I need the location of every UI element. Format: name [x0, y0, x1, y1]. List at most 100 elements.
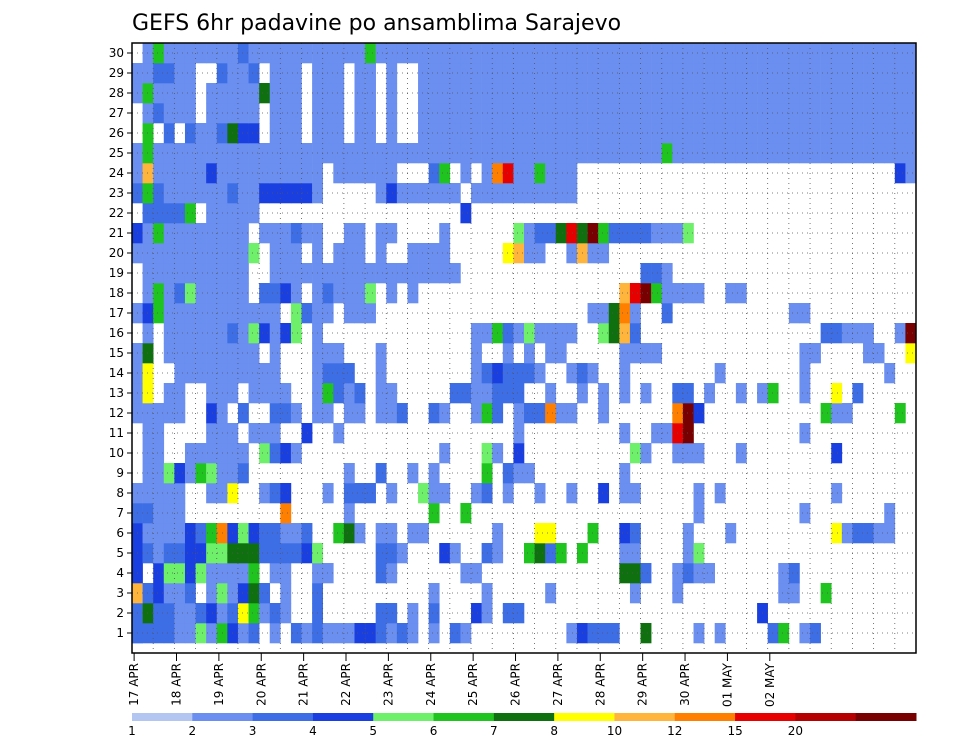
heatmap-cell-m16-t15: [280, 323, 292, 344]
heatmap-cell-m17-t17: [301, 303, 313, 324]
heatmap-cell-m29-t61: [767, 63, 779, 84]
heatmap-cell-m30-t72: [884, 43, 896, 64]
heatmap-cell-m20-t5: [174, 243, 186, 264]
heatmap-cell-m28-t29: [428, 83, 440, 104]
heatmap-cell-m18-t15: [280, 283, 292, 304]
heatmap-cell-m28-t56: [714, 83, 726, 104]
heatmap-cell-m17-t5: [174, 303, 186, 324]
heatmap-cell-m3-t11: [237, 583, 249, 604]
heatmap-cell-m13-t21: [343, 383, 355, 404]
heatmap-cell-m8-t4: [163, 483, 175, 504]
heatmap-cell-m2-t36: [502, 603, 514, 624]
heatmap-cell-m25-t2: [142, 143, 154, 164]
heatmap-cell-m27-t70: [863, 103, 874, 124]
heatmap-cell-m13-t4: [163, 383, 175, 404]
heatmap-cell-m19-t49: [640, 263, 652, 284]
heatmap-cell-m28-t72: [884, 83, 896, 104]
heatmap-cell-m24-t17: [301, 163, 313, 184]
heatmap-cell-m1-t17: [301, 623, 313, 644]
heatmap-cell-m25-t38: [524, 143, 535, 164]
heatmap-cell-m27-t20: [333, 103, 345, 124]
heatmap-cell-m13-t61: [767, 383, 779, 404]
y-axis-ticks: 1234567891011121314151617181920212223242…: [109, 46, 132, 640]
heatmap-cell-m27-t45: [598, 103, 610, 124]
heatmap-cell-m19-t16: [290, 263, 302, 284]
heatmap-cell-m5-t5: [174, 543, 186, 564]
colorbar-tick-label: 3: [249, 724, 257, 738]
heatmap-cell-m28-t66: [820, 83, 832, 104]
heatmap-cell-m28-t33: [471, 83, 482, 104]
heatmap-cell-m25-t50: [651, 143, 663, 164]
heatmap-cell-m20-t24: [375, 243, 387, 264]
heatmap-cell-m5-t14: [269, 543, 281, 564]
y-tick-label: 14: [109, 366, 124, 380]
heatmap-cell-m25-t19: [322, 143, 334, 164]
heatmap-cell-m20-t14: [269, 243, 281, 264]
heatmap-cell-m12-t29: [428, 403, 440, 424]
heatmap-cell-m25-t17: [301, 143, 313, 164]
heatmap-cell-m27-t31: [449, 103, 461, 124]
heatmap-cell-m18-t16: [290, 283, 302, 304]
y-tick-label: 24: [109, 166, 124, 180]
colorbar-tick-label: 4: [309, 724, 317, 738]
heatmap-cell-m16-t39: [534, 323, 546, 344]
heatmap-cell-m24-t32: [460, 163, 472, 184]
heatmap-cell-m30-t22: [354, 43, 366, 64]
heatmap-cell-m27-t25: [386, 103, 398, 124]
heatmap-cell-m29-t54: [693, 63, 705, 84]
heatmap-cell-m28-t74: [905, 83, 917, 104]
heatmap-cell-m17-t64: [799, 303, 811, 324]
heatmap-cell-m14-t5: [174, 363, 186, 384]
colorbar-swatch: [735, 713, 796, 721]
heatmap-cell-m8-t28: [418, 483, 429, 504]
heatmap-cell-m26-t66: [820, 123, 832, 144]
heatmap-cell-m6-t72: [884, 523, 896, 544]
heatmap-cell-m28-t63: [788, 83, 800, 104]
heatmap-cell-m21-t6: [184, 223, 196, 244]
heatmap-cell-m29-t45: [598, 63, 610, 84]
heatmap-cell-m13-t8: [206, 383, 218, 404]
heatmap-cell-m27-t66: [820, 103, 832, 124]
heatmap-cell-m28-t38: [524, 83, 535, 104]
y-tick-label: 19: [109, 266, 124, 280]
heatmap-cell-m24-t23: [365, 163, 376, 184]
heatmap-cell-m29-t20: [333, 63, 345, 84]
heatmap-cell-m12-t25: [386, 403, 398, 424]
heatmap-cell-m24-t3: [153, 163, 165, 184]
heatmap-cell-m16-t46: [608, 323, 620, 344]
x-tick-label: 29 APR: [636, 663, 650, 706]
heatmap-cell-m29-t73: [894, 63, 906, 84]
heatmap-cell-m21-t2: [142, 223, 154, 244]
heatmap-cell-m25-t7: [195, 143, 207, 164]
heatmap-cell-m24-t11: [237, 163, 249, 184]
heatmap-cell-m13-t14: [269, 383, 281, 404]
heatmap-cell-m12-t66: [820, 403, 832, 424]
heatmap-cell-m24-t22: [354, 163, 366, 184]
heatmap-cell-m4-t14: [269, 563, 281, 584]
heatmap-cell-m7-t54: [693, 503, 705, 524]
heatmap-cell-m12-t5: [174, 403, 186, 424]
heatmap-cell-m29-t40: [545, 63, 557, 84]
heatmap-cell-m6-t2: [142, 523, 154, 544]
heatmap-cell-m24-t36: [502, 163, 514, 184]
heatmap-cell-m24-t42: [566, 163, 578, 184]
heatmap-cell-m21-t11: [237, 223, 249, 244]
heatmap-cell-m19-t8: [206, 263, 218, 284]
heatmap-cell-m8-t47: [619, 483, 631, 504]
heatmap-cell-m1-t11: [237, 623, 249, 644]
colorbar-swatch: [132, 713, 193, 721]
heatmap-cell-m26-t4: [163, 123, 175, 144]
heatmap-cell-m30-t4: [163, 43, 175, 64]
heatmap-cell-m25-t61: [767, 143, 779, 164]
heatmap-cell-m5-t40: [545, 543, 557, 564]
colorbar-tick-label: 1: [128, 724, 136, 738]
heatmap-cell-m25-t62: [778, 143, 790, 164]
heatmap-cell-m9-t6: [184, 463, 196, 484]
heatmap-cell-m14-t72: [884, 363, 896, 384]
heatmap-cell-m29-t12: [248, 63, 260, 84]
heatmap-cell-m30-t55: [704, 43, 715, 64]
heatmap-cell-m12-t15: [280, 403, 292, 424]
heatmap-cell-m24-t20: [333, 163, 345, 184]
heatmap-cell-m4-t25: [386, 563, 398, 584]
heatmap-cell-m21-t5: [174, 223, 186, 244]
